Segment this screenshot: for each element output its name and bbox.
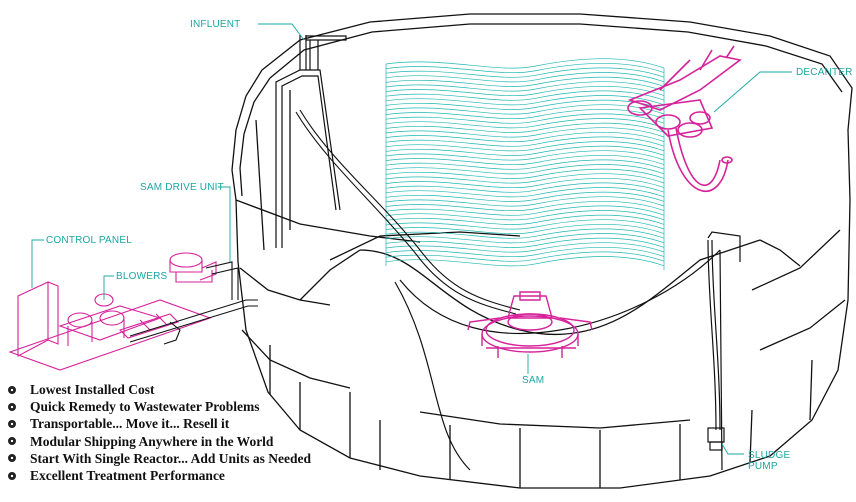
- media-ribbon: [385, 242, 665, 253]
- media-ribbon: [385, 118, 665, 129]
- sam-label: SAM: [522, 375, 544, 386]
- media-ribbon: [385, 219, 665, 230]
- bullet-icon: [8, 437, 16, 446]
- media-ribbon: [385, 256, 665, 267]
- media-ribbon: [385, 237, 665, 248]
- media-ribbon: [385, 187, 665, 198]
- feature-item: Transportable... Move it... Resell it: [8, 415, 311, 432]
- media-ribbon: [385, 132, 665, 142]
- sam-mixer: [467, 291, 593, 358]
- influent-pipe: [275, 35, 347, 248]
- decanter: [627, 45, 742, 192]
- sludge-pump-label-line2: PUMP: [748, 461, 778, 472]
- feature-text: Start With Single Reactor... Add Units a…: [30, 450, 312, 466]
- feature-item: Start With Single Reactor... Add Units a…: [8, 450, 311, 467]
- media-ribbon: [385, 201, 665, 211]
- leader-lines: [31, 23, 792, 455]
- drive-cable: [295, 109, 521, 315]
- media-ribbon: [385, 228, 665, 239]
- media-ribbon: [385, 86, 665, 96]
- influent-label: INFLUENT: [190, 19, 241, 30]
- media-ribbon: [385, 76, 665, 87]
- external-equipment: [8, 252, 217, 371]
- media-ribbon: [385, 99, 665, 110]
- feature-text: Modular Shipping Anywhere in the World: [30, 433, 274, 449]
- baffle-wall: [394, 249, 723, 471]
- media-ribbon: [385, 58, 665, 69]
- feature-item: Modular Shipping Anywhere in the World: [8, 433, 311, 450]
- media-ribbon: [385, 233, 665, 244]
- bullet-icon: [8, 402, 16, 411]
- media-ribbon: [385, 205, 665, 216]
- media-ribbon: [385, 63, 665, 73]
- media-ribbon: [385, 196, 665, 207]
- media-ribbon: [385, 81, 665, 92]
- media-ribbon: [385, 122, 665, 133]
- media-ribbon: [385, 67, 665, 78]
- media-ribbon: [385, 191, 665, 202]
- media-ribbon: [385, 214, 665, 225]
- control-panel-label: CONTROL PANEL: [46, 235, 132, 246]
- bullet-icon: [8, 420, 16, 428]
- media-ribbon: [385, 173, 665, 184]
- media-ribbon: [385, 141, 665, 152]
- media-ribbon: [385, 127, 665, 138]
- media-ribbon: [385, 90, 665, 101]
- feature-text: Quick Remedy to Wastewater Problems: [30, 399, 260, 415]
- media-ribbon: [385, 251, 665, 262]
- feature-text: Excellent Treatment Performance: [30, 468, 225, 484]
- media-ribbon: [385, 145, 665, 156]
- media-ribbon: [385, 224, 665, 234]
- media-ribbon: [385, 155, 665, 165]
- media-ribbon: [385, 247, 665, 257]
- external-piping: [129, 261, 258, 345]
- sam-drive-unit-label: SAM DRIVE UNIT: [140, 182, 224, 193]
- media-ribbon: [385, 178, 665, 188]
- media-ribbon: [385, 104, 665, 115]
- media-pack: [385, 58, 665, 270]
- media-ribbon: [385, 210, 665, 221]
- feature-item: Excellent Treatment Performance: [8, 467, 311, 484]
- media-ribbon: [385, 168, 665, 179]
- feature-list: Lowest Installed Cost Quick Remedy to Wa…: [8, 381, 311, 484]
- media-edge: [385, 64, 665, 270]
- sludge-pump-label-line1: SLUDGE: [748, 450, 790, 461]
- blowers-label: BLOWERS: [116, 271, 168, 282]
- sludge-pump: [707, 231, 741, 451]
- media-ribbon: [385, 136, 665, 147]
- bullet-icon: [8, 454, 16, 463]
- media-ribbon: [385, 150, 665, 161]
- media-ribbon: [385, 72, 665, 83]
- bullet-icon: [8, 471, 16, 480]
- feature-text: Transportable... Move it... Resell it: [30, 416, 230, 432]
- feature-item: Quick Remedy to Wastewater Problems: [8, 398, 311, 415]
- decanter-label: DECANTER: [796, 67, 853, 78]
- media-ribbon: [385, 159, 665, 170]
- bullet-icon: [8, 385, 16, 394]
- media-ribbon: [385, 95, 665, 106]
- feature-item: Lowest Installed Cost: [8, 381, 311, 398]
- tank-outline: [231, 13, 853, 489]
- media-ribbon: [385, 164, 665, 175]
- media-ribbon: [385, 113, 665, 124]
- feature-text: Lowest Installed Cost: [30, 382, 155, 397]
- media-ribbon: [385, 182, 665, 193]
- media-ribbon: [385, 109, 665, 119]
